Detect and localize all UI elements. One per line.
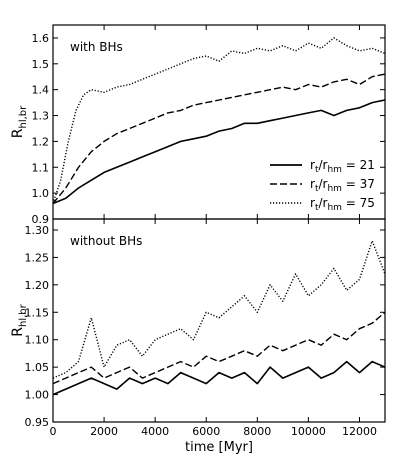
- series-line-dotted: [52, 240, 386, 379]
- legend-label-subscript: hm: [327, 203, 341, 213]
- plot-frame: [52, 218, 386, 423]
- y-axis-label: Rhl,br: [10, 105, 29, 138]
- legend-label-subscript: hm: [327, 184, 341, 194]
- y-tick-label: 1.25: [25, 251, 50, 264]
- y-tick-label: 1.3: [32, 110, 50, 123]
- x-tick-label: 12000: [342, 425, 377, 438]
- legend-label: rt/rhm = 21: [310, 158, 375, 175]
- x-tick-label: 10000: [291, 425, 326, 438]
- legend-label-part: = 37: [342, 177, 375, 191]
- y-axis-label: Rhl,br: [10, 303, 29, 336]
- y-tick-label: 1.5: [32, 58, 50, 71]
- legend-label-part: r: [310, 177, 315, 191]
- panel-label: without BHs: [70, 234, 142, 248]
- y-tick-label: 1.05: [25, 361, 50, 374]
- y-tick-label: 1.1: [32, 161, 50, 174]
- x-tick-label: 0: [50, 425, 57, 438]
- panel-label: with BHs: [70, 40, 123, 54]
- y-tick-label: 1.30: [25, 224, 50, 237]
- series-line-dashed: [52, 73, 386, 204]
- legend-label-part: /r: [318, 196, 327, 210]
- x-tick-label: 6000: [192, 425, 220, 438]
- y-axis-label-subscript: hl,br: [18, 105, 29, 129]
- y-tick-label: 1.15: [25, 306, 50, 319]
- legend-label-part: = 75: [342, 196, 375, 210]
- x-tick-label: 4000: [141, 425, 169, 438]
- y-tick-label: 1.6: [32, 32, 50, 45]
- legend-label-subscript: t: [315, 165, 319, 175]
- legend-label-subscript: t: [315, 203, 319, 213]
- series-line-dotted: [52, 37, 386, 204]
- legend-label-part: /r: [318, 158, 327, 172]
- y-tick-label: 0.9: [32, 213, 50, 226]
- y-tick-label: 1.10: [25, 334, 50, 347]
- legend-label-part: r: [310, 158, 315, 172]
- y-tick-label: 1.4: [32, 84, 50, 97]
- y-tick-label: 1.00: [25, 389, 50, 402]
- y-tick-label: 1.0: [32, 187, 50, 200]
- legend-label-part: r: [310, 196, 315, 210]
- y-axis-label-subscript: hl,br: [18, 303, 29, 327]
- legend-label-part: /r: [318, 177, 327, 191]
- x-tick-label: 8000: [243, 425, 271, 438]
- series-line-solid: [52, 99, 386, 205]
- legend-label-part: = 21: [342, 158, 375, 172]
- y-tick-label: 0.95: [25, 416, 50, 429]
- series-line-dashed: [52, 311, 386, 385]
- x-tick-label: 2000: [90, 425, 118, 438]
- x-axis-label: time [Myr]: [185, 440, 253, 455]
- y-tick-label: 1.2: [32, 135, 50, 148]
- legend-label: rt/rhm = 37: [310, 177, 375, 194]
- legend-label-subscript: hm: [327, 165, 341, 175]
- y-tick-label: 1.20: [25, 279, 50, 292]
- series-line-solid: [52, 360, 386, 396]
- legend-label-subscript: t: [315, 184, 319, 194]
- legend-label: rt/rhm = 75: [310, 196, 375, 213]
